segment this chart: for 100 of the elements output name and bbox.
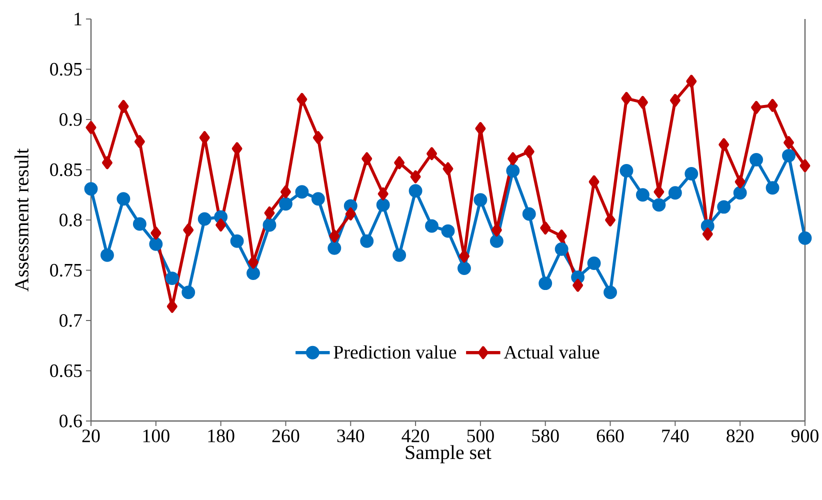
- y-tick-label: 0.9: [60, 113, 82, 126]
- y-axis-title: Assessment result: [14, 148, 29, 292]
- point: [654, 185, 664, 198]
- y-tick-label: 0.95: [50, 62, 82, 76]
- point: [198, 212, 212, 226]
- point: [588, 175, 600, 188]
- point: [800, 159, 810, 172]
- point: [766, 181, 780, 195]
- point: [116, 192, 130, 206]
- x-tick-label: 20: [82, 430, 100, 442]
- x-tick-label: 820: [726, 430, 754, 442]
- point: [199, 131, 210, 144]
- point: [345, 207, 356, 220]
- point: [798, 231, 812, 245]
- point: [751, 100, 762, 114]
- x-tick-label: 740: [662, 430, 689, 442]
- x-tick-label: 180: [208, 430, 234, 442]
- point: [490, 234, 504, 248]
- point: [425, 219, 438, 233]
- y-tick-label: 0.85: [50, 163, 82, 176]
- point: [733, 186, 747, 200]
- point: [280, 185, 291, 198]
- point: [637, 96, 648, 109]
- point: [86, 121, 96, 134]
- point: [475, 122, 486, 136]
- y-tick-label: 0.6: [60, 414, 82, 428]
- point: [605, 214, 616, 226]
- point: [329, 230, 340, 243]
- x-tick-label: 660: [596, 430, 624, 442]
- point: [604, 286, 617, 300]
- point: [556, 230, 567, 243]
- point: [458, 250, 470, 263]
- point: [572, 278, 584, 292]
- point: [522, 207, 536, 221]
- point: [718, 138, 730, 152]
- x-tick-label: 340: [337, 430, 364, 442]
- point: [248, 256, 259, 269]
- point: [295, 185, 309, 199]
- y-tick-label: 0.8: [60, 214, 82, 226]
- x-tick-label: 100: [143, 430, 170, 442]
- legend-label: Actual value: [504, 345, 600, 359]
- point: [134, 135, 145, 148]
- point: [296, 92, 308, 106]
- point: [362, 152, 372, 166]
- point: [491, 224, 502, 237]
- point: [717, 200, 731, 214]
- point: [392, 248, 406, 262]
- point: [506, 164, 520, 178]
- point: [668, 186, 682, 200]
- point: [264, 206, 275, 220]
- point: [426, 147, 438, 160]
- point: [442, 162, 454, 176]
- point: [394, 156, 405, 170]
- x-tick-label: 420: [402, 430, 430, 442]
- point: [376, 198, 390, 212]
- y-tick-label: 0.75: [50, 264, 82, 277]
- point: [782, 148, 796, 162]
- point: [149, 237, 163, 251]
- point: [540, 222, 551, 235]
- point: [102, 156, 112, 170]
- point: [784, 136, 794, 150]
- y-tick-label: 0.65: [50, 364, 82, 378]
- point: [508, 152, 518, 166]
- point: [100, 248, 114, 262]
- point: [621, 92, 632, 105]
- x-axis-title: Sample set: [406, 445, 492, 464]
- point: [652, 198, 666, 212]
- x-tick-label: 260: [272, 430, 300, 442]
- point: [118, 100, 129, 113]
- point: [670, 94, 680, 107]
- point: [132, 217, 146, 231]
- point: [216, 218, 226, 232]
- point: [311, 192, 325, 206]
- point: [360, 234, 374, 248]
- point: [524, 145, 534, 158]
- y-tick-label: 1: [74, 12, 82, 26]
- point: [410, 170, 421, 184]
- point: [734, 175, 746, 188]
- y-tick-label: 0.7: [60, 314, 82, 327]
- point: [684, 167, 698, 180]
- legend-label: Prediction value: [334, 345, 456, 359]
- point: [457, 262, 471, 275]
- point: [408, 184, 422, 198]
- point: [636, 188, 650, 202]
- point: [474, 193, 488, 207]
- point: [750, 152, 764, 166]
- point: [620, 164, 634, 178]
- point: [150, 226, 162, 240]
- point: [230, 234, 244, 248]
- point: [554, 242, 568, 256]
- x-tick-label: 580: [532, 430, 559, 442]
- point: [262, 218, 276, 232]
- point: [182, 286, 196, 300]
- point: [328, 241, 342, 255]
- point: [767, 98, 778, 112]
- point: [587, 256, 601, 270]
- point: [312, 131, 324, 144]
- point: [232, 142, 242, 156]
- point: [246, 266, 260, 280]
- point: [686, 74, 697, 88]
